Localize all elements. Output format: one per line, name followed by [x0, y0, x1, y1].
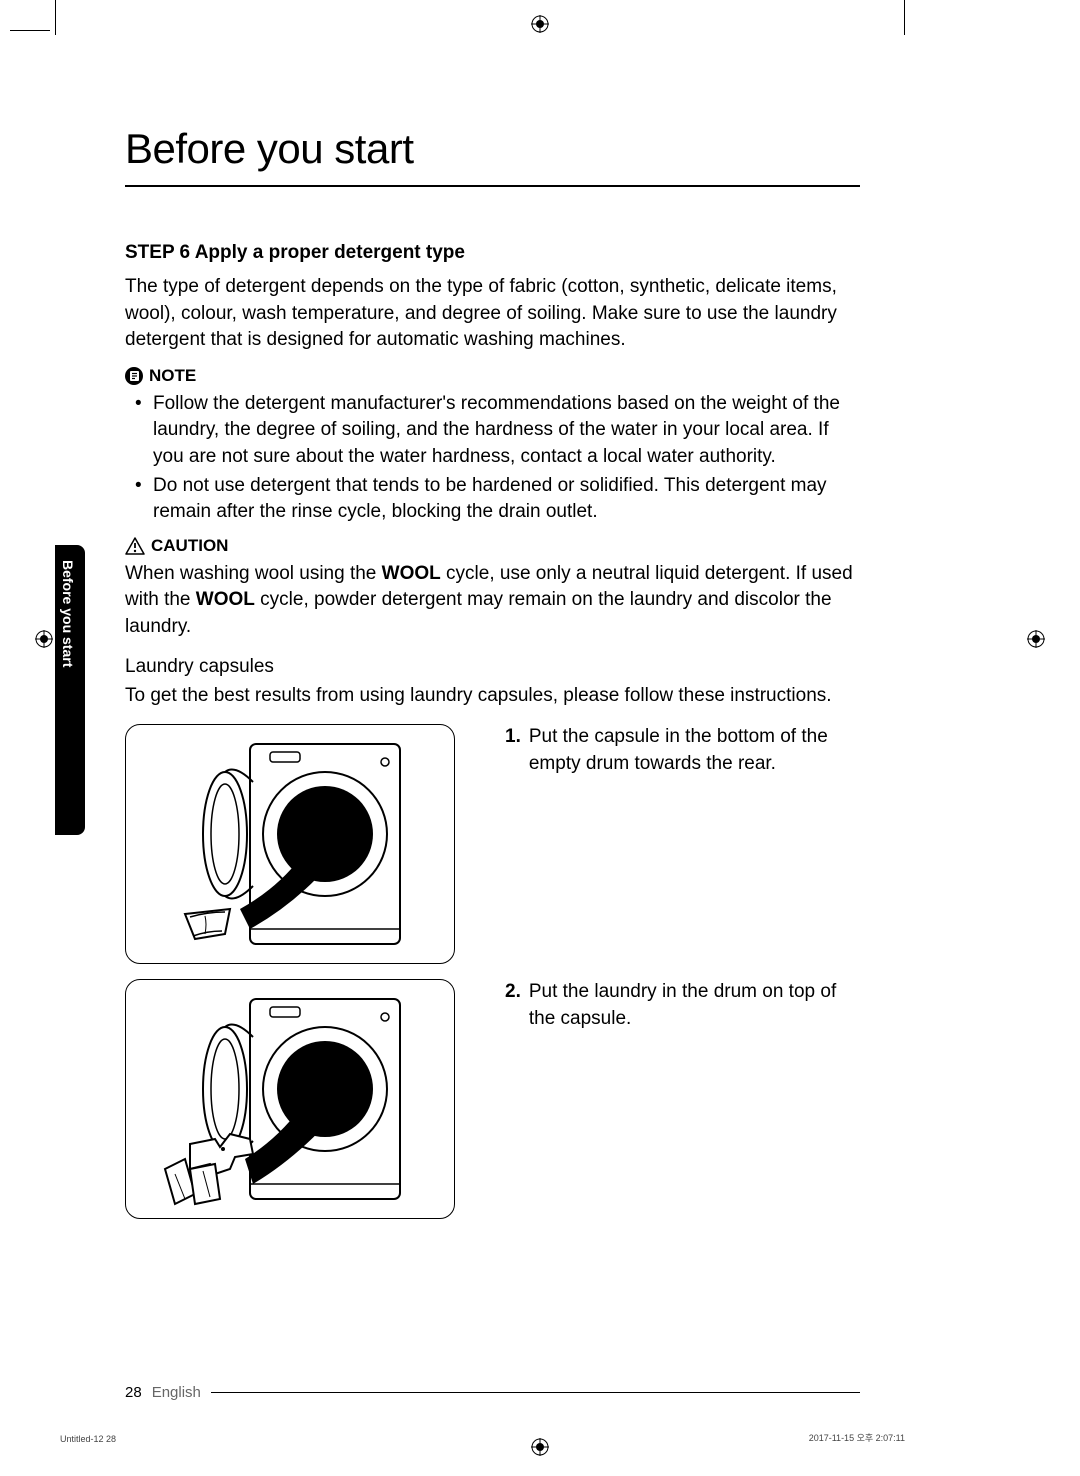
page-number: 28 — [125, 1384, 142, 1401]
crop-mark — [10, 30, 50, 31]
caution-label: CAUTION — [151, 536, 228, 556]
step-heading: STEP 6 Apply a proper detergent type — [125, 242, 860, 264]
crop-mark — [904, 0, 905, 35]
print-info-left: Untitled-12 28 — [60, 1434, 116, 1444]
note-list: Follow the detergent manufacturer's reco… — [125, 391, 860, 526]
illustration-laundry-drum — [125, 979, 455, 1219]
register-mark-icon — [1027, 630, 1045, 653]
instruction-row-1: 1. Put the capsule in the bottom of the … — [125, 724, 860, 964]
side-tab-label: Before you start — [60, 560, 76, 667]
caution-header: CAUTION — [125, 536, 860, 556]
register-mark-icon — [531, 15, 549, 38]
page-title: Before you start — [125, 125, 860, 173]
caution-icon — [125, 537, 145, 555]
capsules-heading: Laundry capsules — [125, 656, 860, 678]
note-label: NOTE — [149, 366, 196, 386]
instruction-text-2: 2. Put the laundry in the drum on top of… — [505, 979, 860, 1219]
note-icon — [125, 367, 143, 385]
note-item: Do not use detergent that tends to be ha… — [125, 473, 860, 526]
step-title: Apply a proper detergent type — [190, 242, 465, 263]
instruction-text-1: 1. Put the capsule in the bottom of the … — [505, 724, 860, 964]
wool-cycle: WOOL — [382, 563, 441, 584]
note-header: NOTE — [125, 366, 860, 386]
note-item: Follow the detergent manufacturer's reco… — [125, 391, 860, 471]
step-label: STEP 6 — [125, 242, 190, 263]
register-mark-icon — [35, 630, 53, 653]
crop-mark — [55, 0, 56, 35]
main-content: Before you start STEP 6 Apply a proper d… — [125, 125, 860, 1234]
footer-divider — [211, 1392, 860, 1393]
print-info-right: 2017-11-15 오후 2:07:11 — [809, 1431, 905, 1444]
instruction-row-2: 2. Put the laundry in the drum on top of… — [125, 979, 860, 1219]
wool-cycle: WOOL — [196, 589, 255, 610]
step-number: 2. — [505, 979, 521, 1032]
title-divider — [125, 185, 860, 187]
caution-text: When washing wool using the WOOL cycle, … — [125, 561, 860, 641]
capsules-intro: To get the best results from using laund… — [125, 683, 860, 710]
step-intro: The type of detergent depends on the typ… — [125, 274, 860, 354]
footer-language: English — [152, 1384, 201, 1401]
step-description: Put the capsule in the bottom of the emp… — [529, 724, 860, 777]
step-description: Put the laundry in the drum on top of th… — [529, 979, 860, 1032]
page-footer: 28 English — [125, 1384, 860, 1401]
step-number: 1. — [505, 724, 521, 777]
illustration-capsule-drum — [125, 724, 455, 964]
register-mark-icon — [531, 1438, 549, 1461]
